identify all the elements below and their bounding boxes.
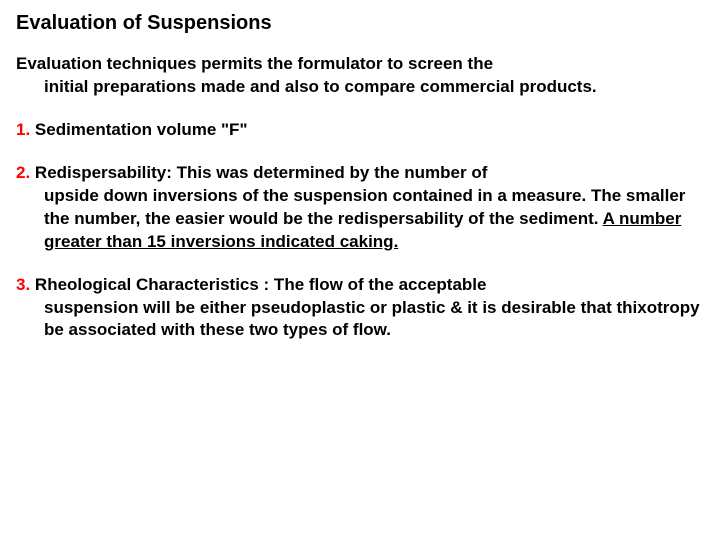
- item2-lead: Redispersability: This was determined by…: [30, 163, 487, 182]
- item-number-3: 3.: [16, 275, 30, 294]
- intro-line2: initial preparations made and also to co…: [16, 76, 704, 99]
- item1-text: Sedimentation volume "F": [30, 120, 247, 139]
- page-title: Evaluation of Suspensions: [16, 12, 704, 35]
- intro-paragraph: Evaluation techniques permits the formul…: [16, 53, 704, 99]
- list-item-3: 3. Rheological Characteristics : The flo…: [16, 274, 704, 343]
- item2-cont-text: upside down inversions of the suspension…: [44, 186, 685, 228]
- item2-continuation: upside down inversions of the suspension…: [16, 185, 704, 254]
- item-number-1: 1.: [16, 120, 30, 139]
- list-item-2: 2. Redispersability: This was determined…: [16, 162, 704, 254]
- item3-lead: Rheological Characteristics : The flow o…: [30, 275, 486, 294]
- item3-continuation: suspension will be either pseudoplastic …: [16, 297, 704, 343]
- list-item-1: 1. Sedimentation volume "F": [16, 119, 704, 142]
- intro-line1: Evaluation techniques permits the formul…: [16, 54, 493, 73]
- item-number-2: 2.: [16, 163, 30, 182]
